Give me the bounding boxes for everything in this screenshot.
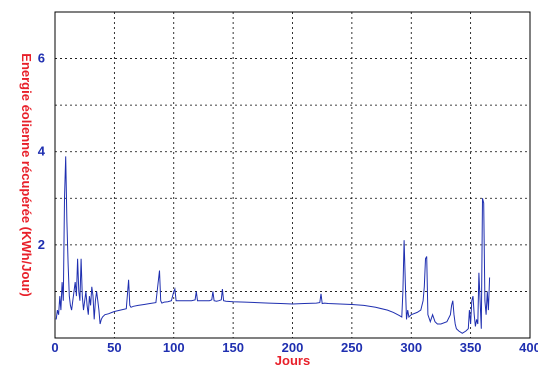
x-tick-label: 100 (163, 340, 185, 355)
x-tick-label: 150 (222, 340, 244, 355)
y-axis-label: Energie éolienne récupérée (KWh/Jour) (19, 53, 34, 296)
x-tick-label: 350 (460, 340, 482, 355)
x-tick-label: 0 (51, 340, 58, 355)
x-tick-label: 300 (400, 340, 422, 355)
grid (55, 12, 530, 338)
y-tick-label: 2 (38, 237, 45, 252)
x-tick-label: 250 (341, 340, 363, 355)
x-tick-label: 50 (107, 340, 121, 355)
x-tick-label: 200 (282, 340, 304, 355)
y-tick-label: 6 (38, 51, 45, 66)
x-tick-labels: 0 50 100 150 200 250 300 350 400 (51, 340, 538, 355)
x-axis-label: Jours (275, 353, 310, 368)
y-tick-label: 4 (38, 144, 46, 159)
y-tick-labels: 2 4 6 (38, 51, 46, 252)
series-line (55, 156, 491, 334)
plot-frame (54, 11, 531, 339)
x-tick-label: 400 (519, 340, 538, 355)
